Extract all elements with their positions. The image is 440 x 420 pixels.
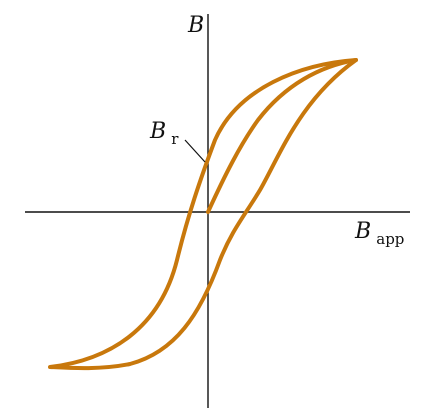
br-leader-line bbox=[184, 139, 206, 163]
b-axis-label: B bbox=[187, 13, 204, 38]
br-label-main: B bbox=[149, 119, 166, 144]
b-app-axis-label: B app bbox=[354, 219, 404, 248]
initial-magnetization-curve bbox=[206, 58, 358, 214]
b-app-label-main: B bbox=[354, 219, 371, 244]
br-label: B r bbox=[149, 119, 179, 148]
hysteresis-outer-branch bbox=[48, 58, 358, 371]
b-app-label-sub: app bbox=[376, 230, 404, 248]
br-label-sub: r bbox=[171, 130, 179, 148]
